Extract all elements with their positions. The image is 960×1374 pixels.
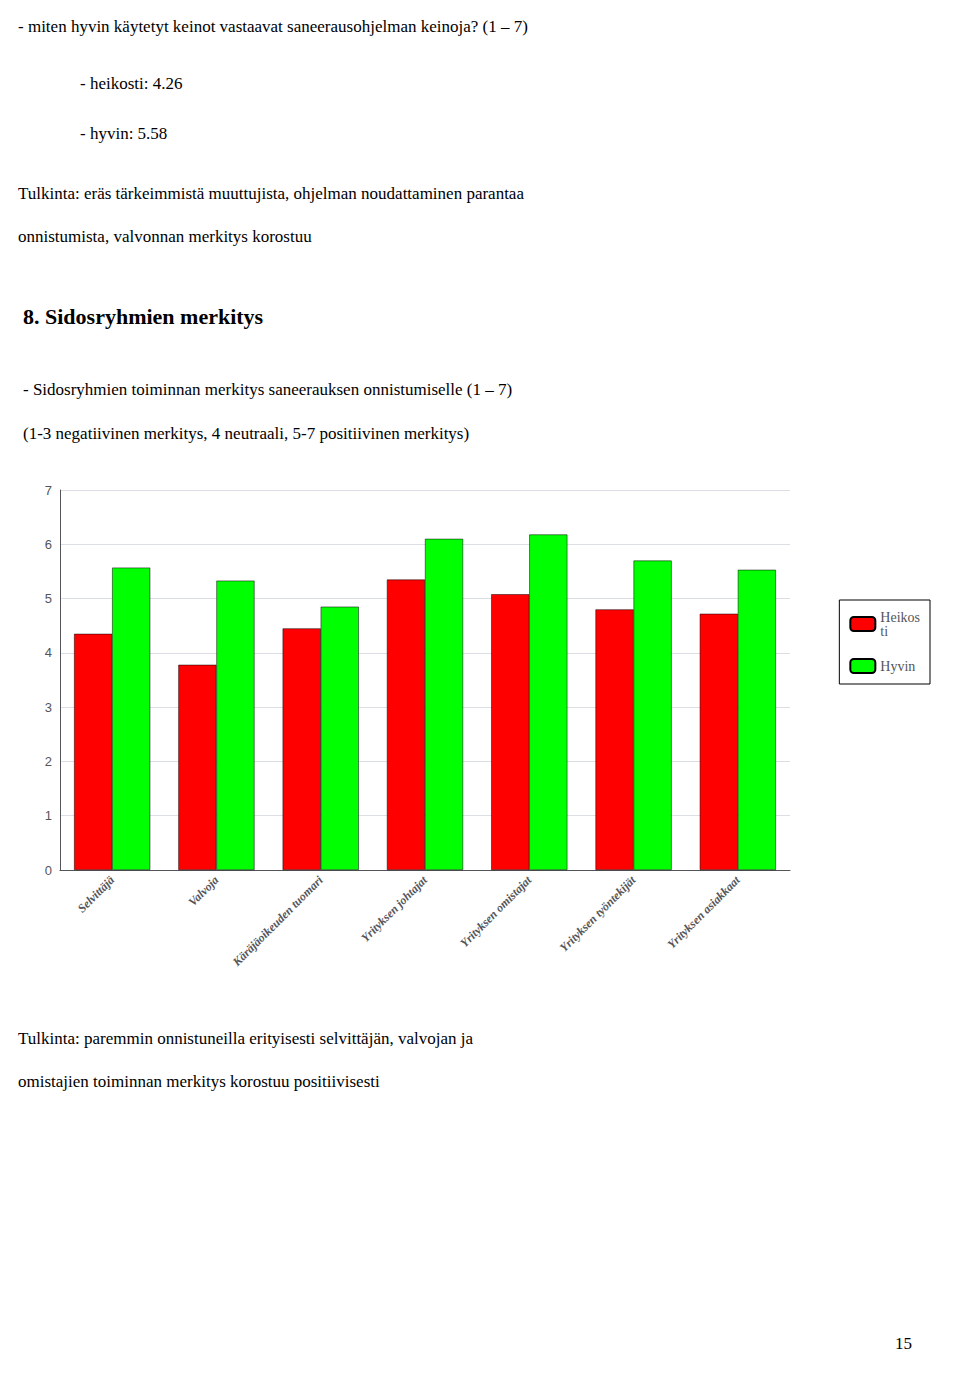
svg-text:Hyvin: Hyvin bbox=[880, 659, 915, 674]
svg-text:Yrityksen johtajat: Yrityksen johtajat bbox=[358, 873, 430, 945]
svg-text:7: 7 bbox=[45, 483, 52, 498]
svg-text:Yrityksen työntekijät: Yrityksen työntekijät bbox=[557, 873, 639, 955]
svg-text:6: 6 bbox=[45, 537, 52, 552]
svg-text:Yrityksen asiakkaat: Yrityksen asiakkaat bbox=[664, 873, 743, 952]
svg-text:Tulkinta: paremmin onnistuneil: Tulkinta: paremmin onnistuneilla erityis… bbox=[18, 1029, 473, 1048]
svg-text:- hyvin: 5.58: - hyvin: 5.58 bbox=[80, 124, 167, 143]
svg-text:3: 3 bbox=[45, 700, 52, 715]
svg-text:Valvoja: Valvoja bbox=[186, 873, 222, 909]
svg-text:omistajien toiminnan merkitys: omistajien toiminnan merkitys korostuu p… bbox=[18, 1072, 380, 1091]
svg-text:Yrityksen omistajat: Yrityksen omistajat bbox=[457, 873, 534, 950]
svg-text:8. Sidosryhmien merkitys: 8. Sidosryhmien merkitys bbox=[23, 304, 264, 329]
svg-text:Heikos: Heikos bbox=[880, 610, 920, 625]
svg-text:- miten hyvin käytetyt keinot: - miten hyvin käytetyt keinot vastaavat … bbox=[18, 17, 528, 36]
svg-text:Selvittäjä: Selvittäjä bbox=[75, 873, 117, 915]
svg-text:onnistumista, valvonnan merkit: onnistumista, valvonnan merkitys korostu… bbox=[18, 227, 312, 246]
svg-text:(1-3 negatiivinen merkitys, 4: (1-3 negatiivinen merkitys, 4 neutraali,… bbox=[23, 424, 469, 443]
svg-text:Tulkinta: eräs tärkeimmistä mu: Tulkinta: eräs tärkeimmistä muuttujista,… bbox=[18, 184, 524, 203]
svg-text:4: 4 bbox=[45, 645, 52, 660]
svg-text:15: 15 bbox=[895, 1334, 912, 1353]
svg-text:1: 1 bbox=[45, 808, 52, 823]
svg-text:5: 5 bbox=[45, 591, 52, 606]
svg-text:2: 2 bbox=[45, 754, 52, 769]
svg-text:ti: ti bbox=[880, 624, 888, 639]
svg-text:Käräjäoikeuden tuomari: Käräjäoikeuden tuomari bbox=[229, 873, 326, 970]
svg-text:- heikosti: 4.26: - heikosti: 4.26 bbox=[80, 74, 182, 93]
svg-text:- Sidosryhmien toiminnan merki: - Sidosryhmien toiminnan merkitys saneer… bbox=[23, 380, 512, 399]
svg-text:0: 0 bbox=[45, 863, 52, 878]
